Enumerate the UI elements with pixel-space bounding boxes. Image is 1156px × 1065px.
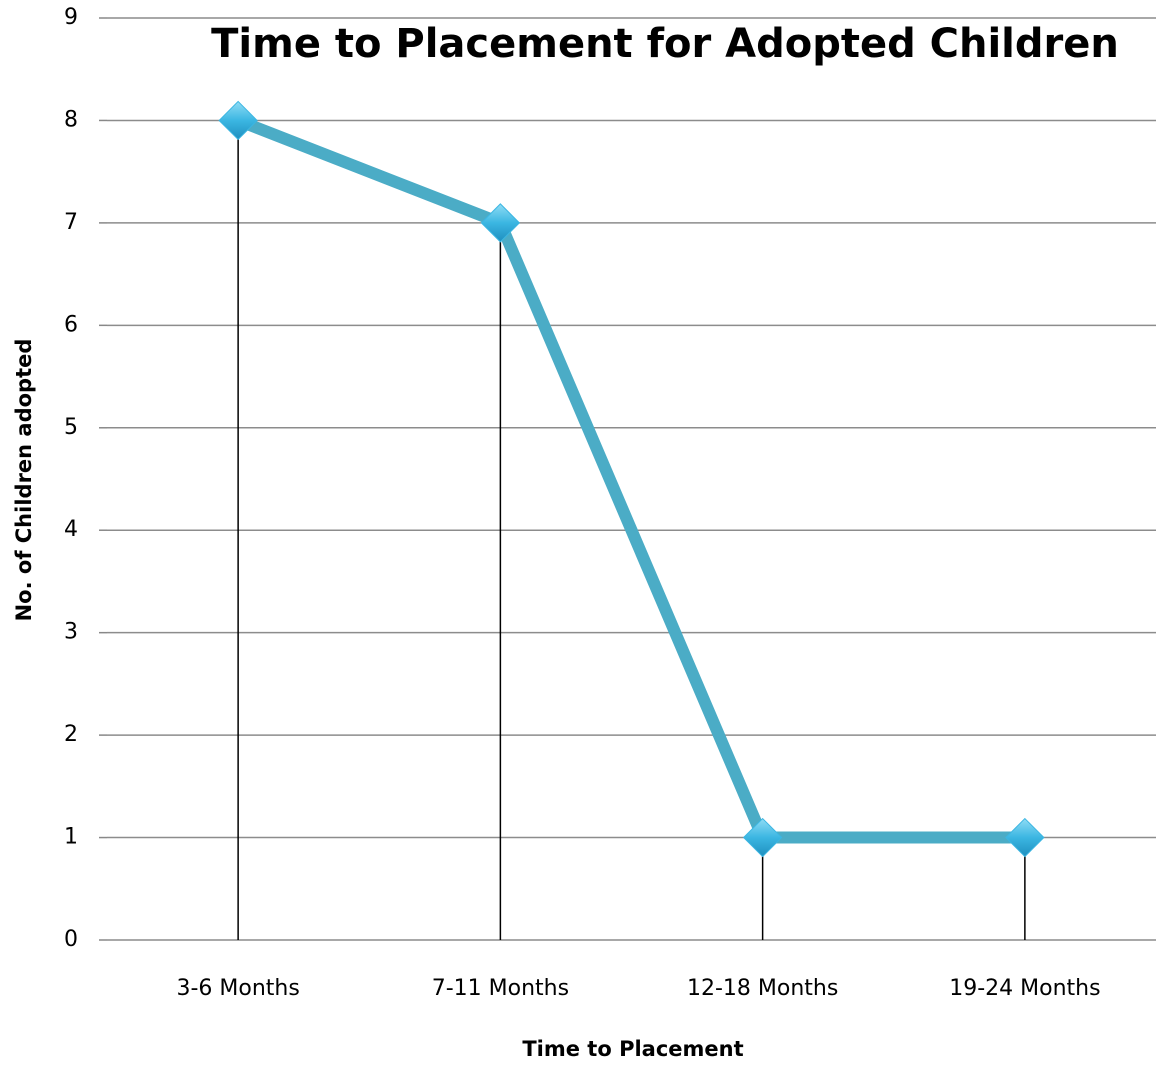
x-tick-label: 19-24 Months	[949, 976, 1100, 1001]
chart-title: Time to Placement for Adopted Children	[211, 21, 1119, 67]
y-tick-label: 0	[64, 927, 78, 952]
y-tick-label: 6	[64, 312, 78, 337]
data-marker	[1005, 817, 1045, 858]
y-tick-label: 3	[64, 620, 78, 645]
y-axis-label: No. of Children adopted	[12, 339, 36, 622]
data-marker	[218, 100, 258, 141]
y-tick-label: 2	[64, 722, 78, 747]
y-tick-label: 8	[64, 107, 78, 132]
x-tick-label: 3-6 Months	[176, 976, 299, 1001]
y-tick-label: 4	[64, 517, 78, 542]
series-line	[235, 114, 1025, 844]
y-tick-label: 9	[64, 5, 78, 30]
x-tick-label: 7-11 Months	[432, 976, 569, 1001]
y-tick-label: 5	[64, 415, 78, 440]
x-axis-label: Time to Placement	[522, 1037, 743, 1061]
data-marker	[742, 817, 783, 858]
x-tick-label: 12-18 Months	[687, 976, 838, 1001]
data-marker	[480, 203, 521, 243]
y-tick-label: 7	[64, 210, 78, 235]
y-tick-label: 1	[64, 825, 78, 850]
